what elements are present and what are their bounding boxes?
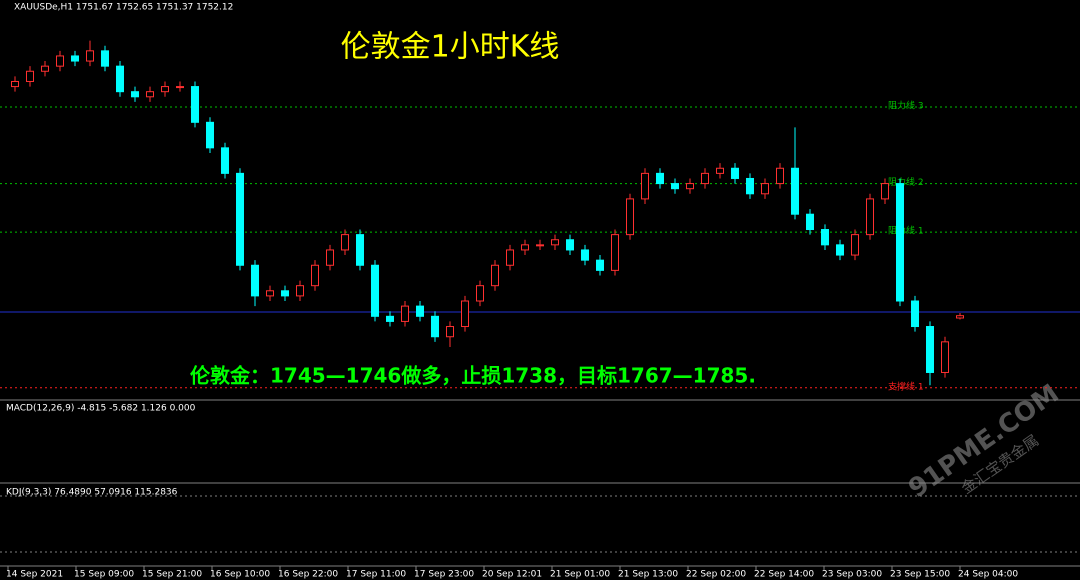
candle-body — [761, 183, 769, 195]
candle-body — [641, 172, 649, 200]
candle-body — [56, 55, 64, 67]
level-label: 阻力线 1 — [888, 225, 924, 237]
candle-body — [791, 167, 799, 215]
x-tick-label: 21 Sep 13:00 — [618, 570, 678, 580]
candle-body — [821, 229, 829, 246]
candle-body — [281, 290, 289, 297]
candle-body — [566, 239, 574, 251]
x-tick-label: 16 Sep 10:00 — [210, 570, 270, 580]
level-label: 阻力线 2 — [888, 176, 924, 188]
candle-body — [431, 315, 439, 338]
candle-body — [686, 183, 694, 190]
candle-body — [911, 300, 919, 328]
candle-body — [656, 172, 664, 185]
candle-body — [101, 50, 109, 67]
candle-body — [311, 264, 319, 287]
candle-body — [776, 167, 784, 185]
candle-body — [356, 234, 364, 266]
candle-body — [11, 80, 19, 88]
candle-body — [581, 249, 589, 261]
macd-label: MACD(12,26,9) -4.815 -5.682 1.126 0.000 — [6, 404, 196, 414]
candle-body — [941, 341, 949, 373]
candle-body — [251, 264, 259, 297]
kdj-label: KDJ(9,3,3) 76.4890 57.0916 115.2836 — [6, 488, 178, 498]
candle-body — [866, 198, 874, 236]
candle-body — [86, 50, 94, 62]
candle-body — [296, 285, 304, 297]
candle-body — [221, 147, 229, 174]
candle-body — [611, 234, 619, 271]
x-tick-label: 22 Sep 14:00 — [754, 570, 814, 580]
candle-body — [701, 172, 709, 185]
candle-body — [416, 305, 424, 317]
candle-body — [626, 198, 634, 236]
candle-body — [191, 86, 199, 123]
candle-body — [401, 305, 409, 322]
x-tick-label: 22 Sep 02:00 — [686, 570, 746, 580]
candle-body — [446, 326, 454, 338]
x-tick-label: 14 Sep 2021 — [6, 570, 63, 580]
candle-body — [341, 234, 349, 251]
candle-body — [71, 55, 79, 62]
candle-body — [476, 285, 484, 302]
x-tick-label: 17 Sep 23:00 — [414, 570, 474, 580]
candle-body — [116, 65, 124, 93]
candle-body — [386, 315, 394, 322]
x-tick-label: 23 Sep 15:00 — [890, 570, 950, 580]
candle-body — [491, 264, 499, 287]
candle-body — [266, 290, 274, 297]
candle-body — [881, 183, 889, 200]
chart-title: 伦敦金1小时K线 — [341, 30, 560, 65]
candle-body — [926, 326, 934, 373]
candle-body — [176, 86, 184, 89]
x-tick-label: 17 Sep 11:00 — [346, 570, 406, 580]
x-tick-label: 23 Sep 03:00 — [822, 570, 882, 580]
candle-body — [41, 65, 49, 72]
candle-body — [551, 239, 559, 246]
candle-body — [896, 183, 904, 302]
candle-body — [26, 70, 34, 82]
candle-body — [806, 213, 814, 231]
candle-body — [236, 172, 244, 266]
candle-body — [836, 244, 844, 256]
candle-body — [461, 300, 469, 328]
candle-body — [731, 167, 739, 179]
symbol-header: XAUUSDe,H1 1751.67 1752.65 1751.37 1752.… — [14, 3, 233, 13]
x-tick-label: 15 Sep 09:00 — [74, 570, 134, 580]
candle-body — [521, 244, 529, 251]
candle-body — [716, 167, 724, 174]
candle-body — [506, 249, 514, 266]
candle-body — [146, 91, 154, 98]
candle-body — [536, 244, 544, 247]
candle-body — [161, 86, 169, 93]
x-tick-label: 24 Sep 04:00 — [958, 570, 1018, 580]
candle-body — [956, 315, 964, 319]
candle-body — [206, 121, 214, 149]
candle-body — [131, 91, 139, 98]
level-label: 阻力线 3 — [888, 100, 924, 112]
candle-body — [596, 259, 604, 271]
x-tick-label: 16 Sep 22:00 — [278, 570, 338, 580]
level-label: 支撑线 1 — [888, 380, 924, 392]
candle-body — [371, 264, 379, 317]
candle-body — [671, 183, 679, 190]
x-tick-label: 20 Sep 12:01 — [482, 570, 542, 580]
candle-body — [746, 177, 754, 195]
candle-body — [851, 234, 859, 256]
annotation: 伦敦金：1745—1746做多，止损1738，目标1767—1785. — [190, 364, 756, 388]
x-tick-label: 15 Sep 21:00 — [142, 570, 202, 580]
candle-body — [326, 249, 334, 266]
x-tick-label: 21 Sep 01:00 — [550, 570, 610, 580]
